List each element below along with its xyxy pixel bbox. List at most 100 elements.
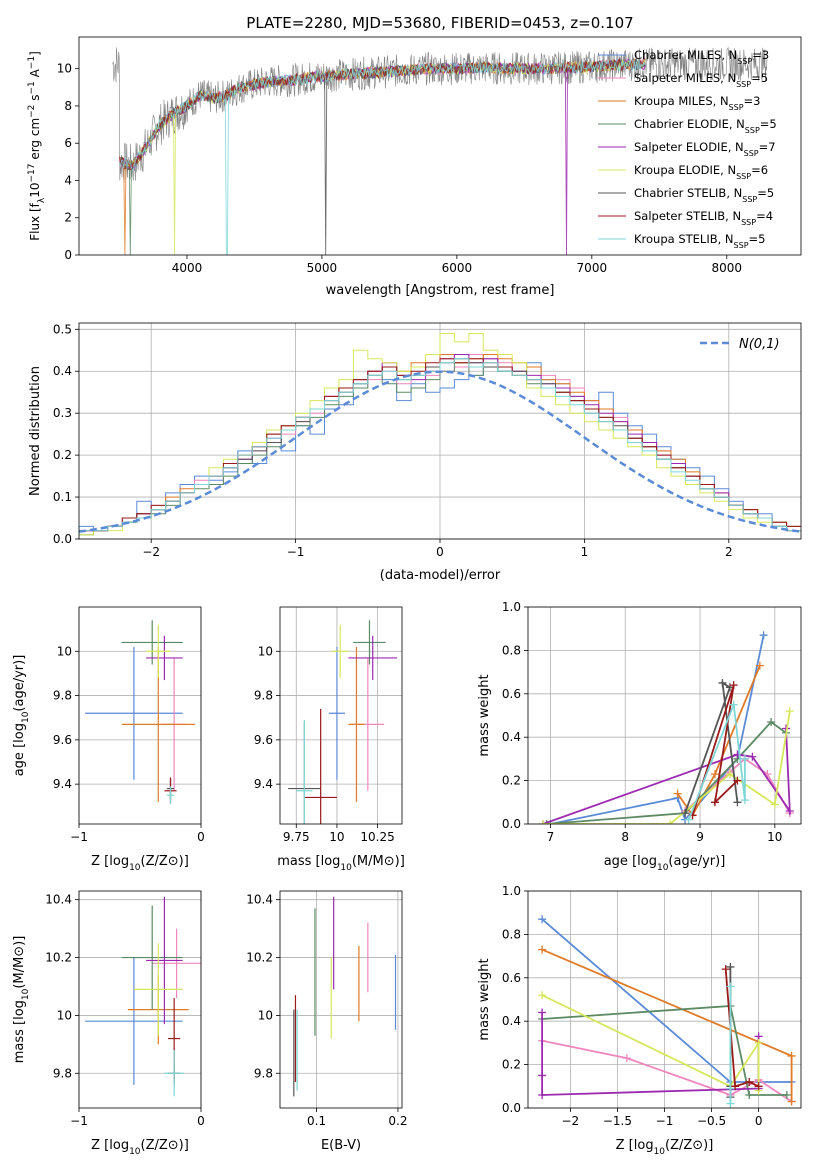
series-marker-2 [538,945,547,954]
series-marker-7 [721,965,730,974]
y-tick-label: 0.0 [502,817,521,831]
y-axis-label: mass weight [477,958,492,1040]
axes-frame [78,890,202,1109]
x-tick-label: 1 [581,545,589,559]
series-marker-5 [538,820,547,824]
series-marker-2 [673,789,682,798]
plot-area [538,631,794,824]
series-marker-5 [770,800,779,809]
legend-entry: N(0,1) [739,337,780,352]
series-marker-8 [726,1099,735,1108]
normal-curve [79,370,801,533]
x-tick-label: 0.1 [307,1114,326,1128]
series-line-3 [542,1005,787,1096]
series-marker-6 [681,809,690,818]
series-marker-0 [538,915,547,924]
x-tick-label: 10 [767,830,782,844]
x-tick-label: 6000 [442,261,473,275]
x-axis-label: E(B-V) [321,1138,361,1153]
series-marker-0 [759,631,768,640]
series-marker-2 [710,770,719,779]
series-marker-5 [538,991,547,1000]
y-axis-label: mass [log10(M/M⊙)] [12,936,31,1064]
y-tick-label: 9.4 [53,777,72,791]
y-tick-label: 9.8 [254,1066,273,1080]
x-tick-label: 0 [755,1114,763,1128]
plot-area [112,46,768,255]
series-marker-7 [754,1082,763,1091]
x-tick-label: −2 [142,545,160,559]
plot-area [79,333,801,539]
y-tick-label: 6 [64,136,72,150]
legend-entry: Salpeter MILES, NSSP=5 [634,71,768,89]
histogram-series-8 [79,358,801,539]
series-marker-6 [718,678,727,687]
series-line-5 [543,711,791,824]
series-marker-2 [787,1051,796,1060]
y-tick-label: 0.6 [502,687,521,701]
series-marker-3 [767,718,776,727]
series-marker-7 [729,681,738,690]
x-axis-label: Z [log10(Z/Z⊙)] [91,854,189,873]
x-tick-label: −1 [70,830,88,844]
axes-frame [78,36,802,256]
x-tick-label: 7 [547,830,555,844]
x-axis-label: Z [log10(Z/Z⊙)] [616,1138,714,1157]
axes-frame [78,606,202,825]
series-marker-1 [622,1054,631,1063]
series-line-8 [687,704,746,821]
legend-entry: Chabrier ELODIE, NSSP=5 [634,117,777,135]
y-tick-label: 1.0 [502,884,521,898]
y-tick-label: 0.8 [502,643,521,657]
model-line-8 [119,58,646,255]
panel-mass-vs-EBV: 0.1 0.2 9.8 10 10.2 10.4 E(B-V) [246,890,407,1153]
series-marker-4 [748,752,757,761]
series-marker-8 [740,754,749,763]
x-tick-label: −0.5 [697,1114,726,1128]
series-marker-3 [542,820,551,824]
series-marker-4 [538,1071,547,1080]
series-marker-5 [785,707,794,716]
series-marker-7 [731,1082,740,1091]
series-marker-2 [755,661,764,670]
series-marker-7 [710,798,719,807]
x-tick-label: −1 [287,545,305,559]
y-tick-label: 9.6 [53,733,72,747]
x-tick-label: 4000 [172,261,203,275]
legend-entry: Salpeter ELODIE, NSSP=7 [634,140,776,158]
x-tick-label: −1 [656,1114,674,1128]
y-tick-label: 10.2 [246,951,273,965]
y-tick-label: 0.5 [53,322,72,336]
legend-entry: Salpeter STELIB, NSSP=4 [634,209,773,227]
series-line-2 [541,948,793,1102]
x-axis-label: (data-model)/error [380,568,501,583]
y-tick-label: 0.3 [53,406,72,420]
plot-area [85,896,201,1097]
y-tick-label: 0.0 [53,532,72,546]
x-tick-label: 0 [197,1114,205,1128]
series-marker-5 [725,770,734,779]
x-tick-label: 9 [696,830,704,844]
y-tick-label: 9.6 [254,733,273,747]
series-marker-8 [729,700,738,709]
series-marker-5 [666,820,675,824]
panel-weight-vs-age: 7 8 9 10 0.0 0.2 0.4 0.6 0.8 1.0 age [log10(age/yr… [477,600,802,873]
x-tick-label: 10.25 [360,830,394,844]
y-tick-label: 0.4 [53,364,72,378]
x-tick-label: 0 [436,545,444,559]
plot-area [293,896,397,1097]
y-tick-label: 0.1 [53,490,72,504]
spectrum-data-line [112,46,768,183]
axes-frame [527,606,802,825]
series-marker-8 [726,982,735,991]
x-tick-label: 9.75 [283,830,310,844]
legend-entry: Kroupa STELIB, NSSP=5 [634,232,765,250]
y-tick-label: 10 [57,1008,72,1022]
y-tick-label: 0 [64,248,72,262]
series-line-7 [691,684,739,816]
y-tick-label: 0.2 [502,1058,521,1072]
legend: Chabrier MILES, NSSP=3 Salpeter MILES, NS… [598,48,777,250]
y-tick-label: 8 [64,99,72,113]
y-tick-label: 9.4 [254,777,273,791]
